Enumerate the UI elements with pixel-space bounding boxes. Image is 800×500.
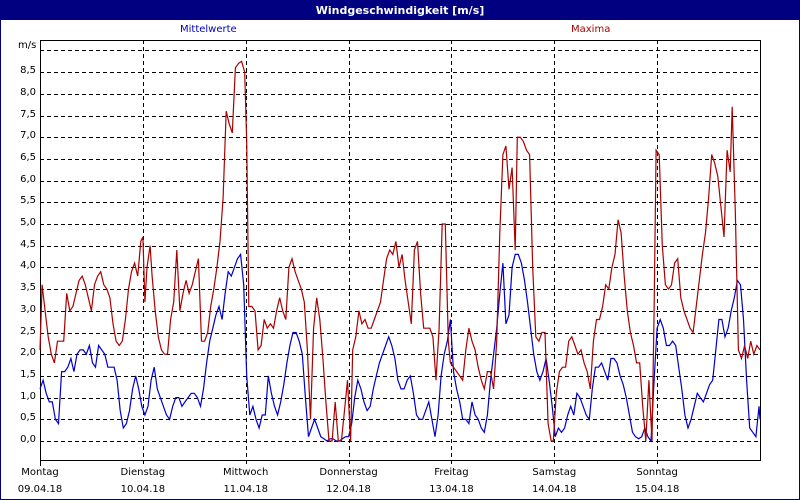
x-tick-label: Montag 09.04.18 — [0, 466, 80, 496]
y-tick-label: 8,0 — [20, 86, 36, 98]
y-tick-label: 7,5 — [20, 108, 36, 120]
series-line-maxima — [39, 60, 761, 442]
x-tick-date: 09.04.18 — [17, 484, 63, 495]
y-tick-label: 3,0 — [20, 303, 36, 315]
y-tick-label: 0,5 — [20, 412, 36, 424]
x-tick-day: Freitag — [434, 467, 469, 478]
x-tick-day: Dienstag — [120, 467, 166, 478]
series-line-mittelwerte — [39, 252, 761, 443]
window-title: Windgeschwindigkeit [m/s] — [1, 1, 799, 20]
x-tick-day: Mittwoch — [223, 467, 269, 478]
y-tick-label: 8,5 — [20, 65, 36, 77]
y-tick-label: 7,0 — [20, 130, 36, 142]
x-tick-date: 12.04.18 — [326, 484, 371, 495]
legend-mittelwerte: Mittelwerte — [180, 24, 237, 35]
x-tick-label: Dienstag 10.04.18 — [103, 466, 183, 496]
y-tick-label: 0,0 — [20, 434, 36, 445]
x-tick-label: Samstag 14.04.18 — [514, 466, 594, 496]
x-tick-date: 13.04.18 — [429, 484, 474, 495]
x-tick-day: Donnerstag — [319, 467, 378, 478]
y-tick-label: 5,5 — [20, 195, 36, 207]
x-tick-label: Sonntag 15.04.18 — [617, 466, 697, 496]
x-tick-date: 15.04.18 — [634, 484, 680, 495]
y-tick-label: 4,0 — [20, 260, 36, 272]
x-tick-date: 11.04.18 — [223, 484, 268, 495]
y-tick-label: 6,5 — [20, 151, 36, 163]
x-tick-date: 14.04.18 — [532, 484, 577, 495]
plot-frame — [40, 40, 761, 461]
y-axis-unit: m/s — [18, 40, 37, 51]
y-tick-label: 1,5 — [20, 368, 36, 380]
y-tick-label: 1,0 — [20, 390, 36, 402]
x-tick-date: 10.04.18 — [120, 484, 166, 495]
y-tick-label: 2,0 — [20, 347, 36, 359]
x-tick-day: Montag — [21, 467, 59, 478]
x-tick-label: Mittwoch 11.04.18 — [206, 466, 286, 496]
y-tick-label: 5,0 — [20, 217, 36, 228]
x-tick-label: Freitag 13.04.18 — [411, 466, 491, 496]
x-tick-label: Donnerstag 12.04.18 — [309, 466, 389, 496]
y-tick-label: 6,0 — [20, 173, 36, 185]
x-tick-day: Samstag — [532, 467, 577, 478]
y-tick-label: 2,5 — [20, 325, 36, 337]
y-tick-label: 3,5 — [20, 282, 36, 294]
legend-maxima: Maxima — [571, 24, 611, 35]
y-tick-label: 4,5 — [20, 238, 36, 250]
x-tick-day: Sonntag — [636, 467, 678, 478]
